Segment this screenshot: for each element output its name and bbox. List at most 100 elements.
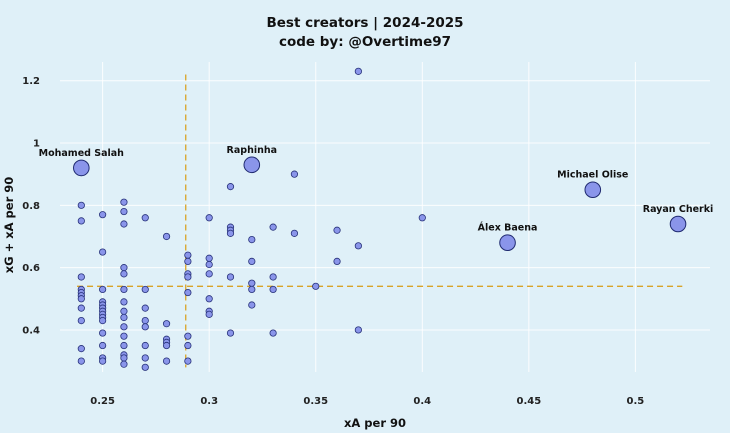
data-point: [141, 214, 149, 222]
data-point: [184, 288, 192, 297]
data-point: [184, 332, 192, 340]
data-point: [333, 257, 341, 265]
data-point: [99, 248, 107, 256]
data-point: [120, 270, 128, 278]
data-point: [226, 229, 235, 237]
data-point: [141, 354, 149, 362]
data-point: [120, 323, 128, 331]
data-point: [418, 214, 426, 222]
data-point: [120, 354, 128, 362]
y-tick-label: 1.2: [22, 76, 40, 87]
data-point: [120, 207, 128, 216]
data-point: [205, 260, 213, 269]
data-point: [77, 345, 85, 353]
data-point: [226, 329, 235, 337]
data-point: [99, 357, 107, 365]
player-annotation: Raphinha: [227, 145, 277, 156]
data-point: [162, 232, 171, 241]
data-point: [141, 285, 149, 294]
data-point: [248, 257, 256, 265]
data-point: [77, 316, 85, 325]
data-point: [77, 273, 85, 281]
data-point: [120, 198, 128, 206]
data-point: [269, 273, 277, 281]
data-point: [354, 326, 362, 334]
data-point: [226, 183, 235, 191]
data-point: [333, 226, 341, 234]
data-point: [120, 360, 128, 368]
data-point: [77, 295, 85, 303]
x-axis-label: xA per 90: [344, 416, 406, 430]
y-tick-label: 0.6: [22, 263, 40, 274]
data-point: [184, 357, 192, 365]
data-point: [141, 341, 149, 350]
data-point: [184, 273, 192, 281]
data-point: [141, 304, 149, 312]
data-point: [120, 298, 128, 306]
data-point: [354, 67, 362, 75]
highlighted-point: [669, 215, 687, 233]
y-tick-label: 1: [33, 139, 40, 150]
data-point: [184, 257, 192, 265]
data-point: [205, 214, 213, 222]
data-point: [99, 341, 107, 350]
data-point: [269, 329, 277, 337]
data-point: [290, 229, 299, 237]
data-point: [205, 310, 213, 318]
highlighted-points-layer: Mohamed Salah Raphinha Michael Olise Rayan …: [39, 145, 713, 252]
y-tick-label: 0.8: [22, 201, 40, 212]
y-tick-label: 0.4: [22, 325, 40, 336]
data-point: [312, 282, 320, 290]
data-point: [354, 242, 362, 250]
player-annotation: Michael Olise: [557, 170, 628, 181]
player-annotation: Álex Baena: [478, 222, 538, 234]
data-point: [184, 251, 192, 259]
data-point: [184, 341, 192, 350]
x-tick-label: 0.45: [517, 396, 542, 407]
data-point: [205, 254, 213, 262]
highlighted-point: [73, 159, 90, 177]
data-point: [269, 285, 277, 294]
grid-layer: [60, 62, 710, 372]
data-point: [226, 273, 235, 281]
data-point: [77, 201, 85, 209]
data-point: [99, 285, 107, 294]
highlighted-point: [499, 234, 516, 252]
data-point: [120, 285, 128, 294]
data-point: [248, 285, 256, 294]
chart-subtitle: code by: @Overtime97: [279, 34, 451, 50]
data-point: [99, 316, 107, 325]
data-point: [141, 316, 149, 325]
y-axis-label: xG + xA per 90: [2, 177, 16, 274]
data-point: [99, 211, 107, 219]
data-point: [120, 220, 128, 228]
data-point: [248, 279, 256, 287]
x-tick-label: 0.25: [90, 396, 115, 407]
data-point: [162, 357, 171, 365]
player-annotation: Mohamed Salah: [39, 148, 125, 159]
data-point: [120, 332, 128, 340]
data-point: [120, 313, 128, 322]
data-point: [290, 170, 299, 178]
data-point: [269, 223, 277, 231]
data-point: [77, 217, 85, 225]
points-layer: [77, 67, 426, 371]
data-point: [248, 235, 256, 244]
data-point: [77, 357, 85, 365]
data-point: [248, 301, 256, 309]
x-tick-label: 0.3: [200, 396, 218, 407]
highlighted-point: [243, 156, 261, 174]
chart-title: Best creators | 2024-2025: [266, 15, 463, 31]
data-point: [141, 323, 149, 331]
data-point: [205, 270, 213, 278]
data-point: [141, 363, 149, 371]
x-tick-label: 0.35: [303, 396, 328, 407]
data-point: [99, 329, 107, 337]
x-tick-label: 0.5: [627, 396, 645, 407]
data-point: [120, 341, 128, 350]
data-point: [162, 341, 171, 350]
x-tick-label: 0.4: [413, 396, 431, 407]
data-point: [205, 295, 213, 303]
